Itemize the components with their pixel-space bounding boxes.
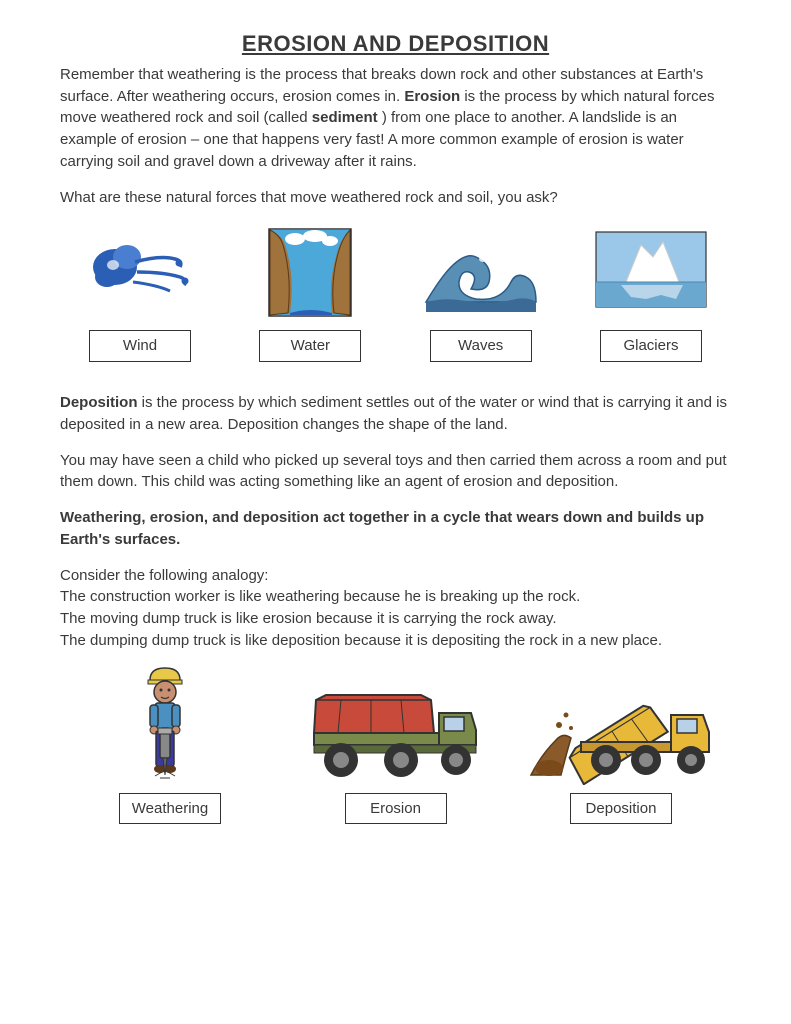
analogy-line-3: The dumping dump truck is like depositio… — [60, 632, 662, 649]
analogy-row: Weathering — [70, 660, 721, 825]
force-label: Glaciers — [600, 330, 702, 362]
water-icon — [240, 222, 380, 322]
sediment-term: sediment — [312, 109, 378, 126]
child-analogy-paragraph: You may have seen a child who picked up … — [60, 450, 731, 494]
deposition-paragraph: Deposition is the process by which sedim… — [60, 392, 731, 436]
analogy-block: Consider the following analogy: The cons… — [60, 565, 731, 652]
force-label: Water — [259, 330, 361, 362]
analogy-weathering: Weathering — [70, 660, 270, 825]
analogy-deposition: Deposition — [521, 660, 721, 825]
force-water: Water — [240, 222, 380, 362]
analogy-label: Erosion — [345, 793, 447, 825]
worker-icon — [70, 660, 270, 785]
waves-icon — [411, 222, 551, 322]
cycle-text: Weathering, erosion, and deposition act … — [60, 509, 704, 548]
force-label: Wind — [89, 330, 191, 362]
forces-row: Wind Water — [70, 222, 721, 362]
truck-moving-icon — [296, 660, 496, 785]
intro-paragraph: Remember that weathering is the process … — [60, 64, 731, 173]
deposition-term: Deposition — [60, 394, 138, 411]
force-waves: Waves — [411, 222, 551, 362]
deposition-text: is the process by which sediment settles… — [60, 394, 727, 433]
truck-dumping-icon — [521, 660, 721, 785]
analogy-intro: Consider the following analogy: — [60, 567, 268, 584]
analogy-erosion: Erosion — [296, 660, 496, 825]
page-title: EROSION AND DEPOSITION — [60, 28, 731, 60]
wind-icon — [70, 222, 210, 322]
document-page: EROSION AND DEPOSITION Remember that wea… — [0, 0, 791, 1024]
analogy-label: Weathering — [119, 793, 221, 825]
glaciers-icon — [581, 222, 721, 322]
force-wind: Wind — [70, 222, 210, 362]
question-text: What are these natural forces that move … — [60, 187, 731, 209]
force-label: Waves — [430, 330, 532, 362]
analogy-label: Deposition — [570, 793, 672, 825]
analogy-line-2: The moving dump truck is like erosion be… — [60, 610, 557, 627]
erosion-term: Erosion — [404, 88, 460, 105]
analogy-line-1: The construction worker is like weatheri… — [60, 588, 580, 605]
cycle-paragraph: Weathering, erosion, and deposition act … — [60, 507, 731, 551]
force-glaciers: Glaciers — [581, 222, 721, 362]
